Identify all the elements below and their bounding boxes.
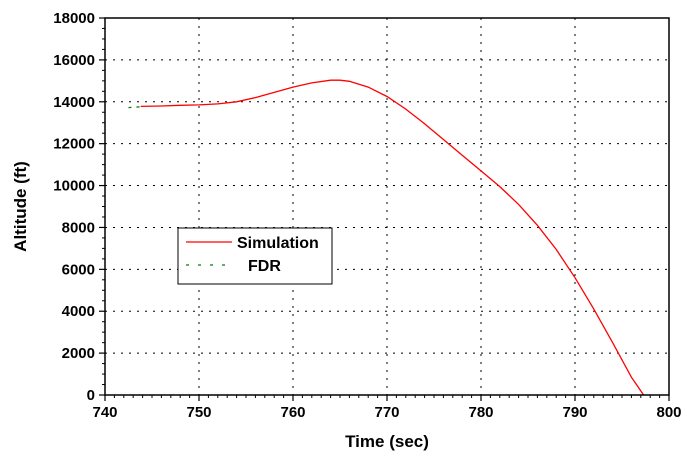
y-axis-title: Altitude (ft) [11, 161, 30, 252]
series-line-simulation [140, 79, 645, 396]
series-layer [128, 79, 645, 396]
y-tick-label: 4000 [62, 303, 95, 320]
grid-layer [105, 18, 669, 395]
y-tick-label: 14000 [53, 94, 95, 111]
y-tick-label: 6000 [62, 261, 95, 278]
tick-label-layer: 740 750 760 770 780 790 8000200040006000800010… [53, 10, 681, 421]
x-axis-title: Time (sec) [345, 432, 429, 451]
y-tick-label: 10000 [53, 178, 95, 195]
tick-layer [99, 17, 670, 401]
y-tick-label: 8000 [62, 219, 95, 236]
y-tick-label: 18000 [53, 10, 95, 27]
x-tick-label: 770 [374, 404, 399, 421]
x-tick-label: 790 [562, 404, 587, 421]
x-tick-label: 780 [468, 404, 493, 421]
y-tick-label: 2000 [62, 345, 95, 362]
y-tick-label: 0 [87, 387, 95, 404]
legend-box [177, 227, 333, 285]
x-tick-label: 760 [280, 404, 305, 421]
x-tick-label: 800 [656, 404, 681, 421]
legend-label-simulation: Simulation [237, 235, 319, 252]
y-tick-label: 12000 [53, 136, 95, 153]
x-tick-label: 740 [92, 404, 117, 421]
legend-label-fdr: FDR [248, 258, 281, 275]
x-tick-label: 750 [186, 404, 211, 421]
legend: Simulation FDR [177, 227, 333, 285]
series-line-fdr [128, 106, 141, 109]
y-tick-label: 16000 [53, 52, 95, 69]
